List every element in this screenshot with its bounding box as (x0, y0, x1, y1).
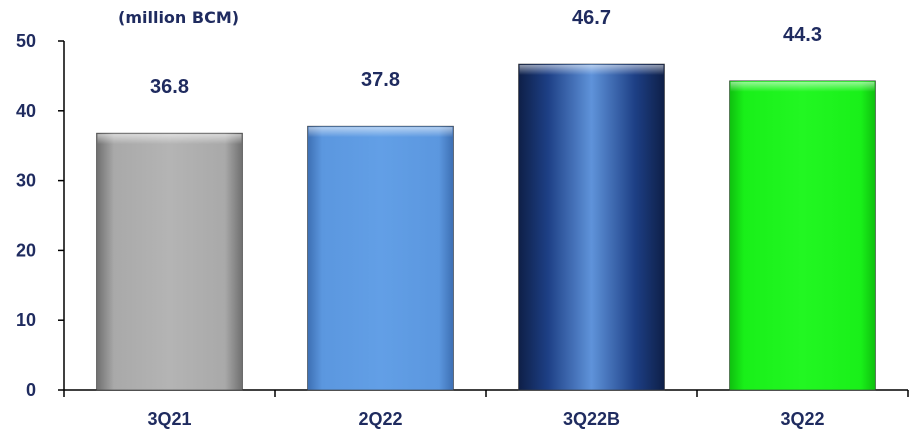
y-axis: 0 10 20 30 40 50 (16, 31, 65, 400)
y-tick-label: 0 (26, 380, 36, 400)
bar (729, 80, 876, 391)
y-tick-label: 40 (16, 101, 36, 121)
data-label: 36.8 (150, 76, 189, 98)
x-tick-label: 2Q22 (358, 409, 402, 429)
bar-2q22 (307, 125, 454, 391)
bar (96, 132, 243, 391)
bars: 36.8 37.8 46.7 44.3 (96, 7, 876, 391)
y-tick-label: 50 (16, 31, 36, 51)
bar-3q22 (729, 80, 876, 391)
bar (307, 125, 454, 391)
bar-3q22b (518, 63, 665, 391)
x-axis: 3Q21 2Q22 3Q22B 3Q22 (63, 389, 909, 429)
x-tick-label: 3Q21 (147, 409, 191, 429)
bar-highlight (308, 127, 453, 138)
bar-highlight (519, 65, 664, 76)
bar (518, 63, 665, 391)
data-label: 46.7 (572, 7, 611, 29)
y-tick-label: 30 (16, 171, 36, 191)
y-tick-label: 10 (16, 310, 36, 330)
x-tick-label: 3Q22 (780, 409, 824, 429)
bar-highlight (97, 134, 242, 145)
data-label: 44.3 (783, 24, 822, 46)
unit-label: (million BCM) (118, 8, 239, 27)
bar-3q21 (96, 132, 243, 391)
data-label: 37.8 (361, 69, 400, 91)
bar-highlight (730, 81, 875, 92)
x-tick-label: 3Q22B (563, 409, 620, 429)
y-tick-label: 20 (16, 240, 36, 260)
